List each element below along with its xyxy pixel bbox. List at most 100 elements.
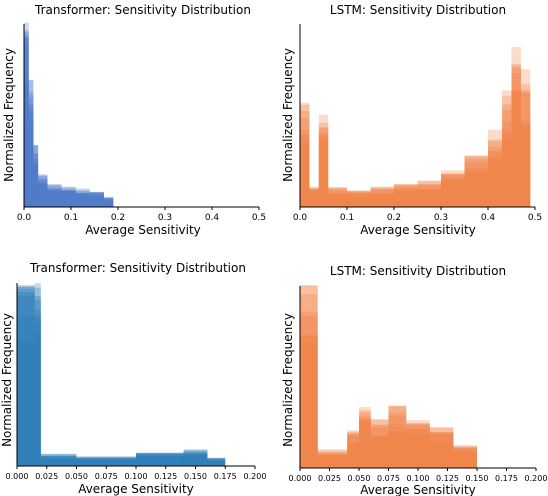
histogram-series [300, 335, 477, 468]
histogram-bar [17, 295, 35, 466]
histogram-bar [28, 121, 34, 207]
histogram-bar [511, 90, 521, 207]
histogram-bar [300, 285, 318, 468]
histogram-series [17, 288, 226, 466]
histogram-bar [488, 129, 503, 207]
histogram-bar [370, 193, 394, 207]
histogram-bar [370, 186, 394, 207]
histogram-bar [33, 144, 39, 207]
histogram-bar [47, 184, 62, 207]
histogram-series [24, 45, 114, 208]
histogram-bar [453, 445, 477, 468]
histogram-bar [61, 190, 76, 207]
x-tick-label: 0.125 [154, 472, 177, 481]
histogram-bar [38, 178, 48, 207]
x-axis-label: Average Sensitivity [360, 223, 476, 237]
histogram-bar [76, 457, 136, 466]
x-ticks: 0.000 0.025 0.050 0.075 0.100 0.125 0.150 0.175… [289, 468, 547, 483]
histogram-bar [370, 425, 389, 468]
histogram-bar [28, 104, 34, 207]
histogram-bar [33, 145, 39, 207]
histogram-bar [388, 424, 407, 468]
histogram-series [17, 283, 226, 466]
histogram-series [300, 73, 531, 207]
histogram-bar [502, 133, 512, 207]
histogram-bar [76, 457, 136, 466]
histogram-bar [40, 458, 77, 466]
histogram-bar [406, 424, 430, 468]
histogram-bar [453, 451, 477, 468]
histogram-bar [183, 453, 208, 466]
histogram-bar [441, 178, 465, 207]
histogram-bar [347, 442, 359, 468]
histogram-bar [511, 73, 521, 207]
histogram-bar [502, 90, 512, 207]
x-tick-label: 0.5 [252, 213, 266, 223]
histogram-bar [502, 128, 512, 207]
histogram-bar [33, 159, 39, 207]
histogram-bar [38, 183, 48, 207]
histogram-bar [453, 445, 477, 468]
histogram-bar [429, 432, 454, 468]
histogram-bar [394, 184, 418, 207]
histogram-bar [417, 188, 441, 207]
histogram-bar [429, 442, 454, 468]
histogram-bar [207, 458, 226, 466]
histogram-bar [417, 184, 441, 207]
x-tick-label: 0.0 [17, 213, 32, 223]
x-tick-label: 0.150 [184, 472, 207, 481]
histogram-bar [17, 289, 35, 466]
histogram-bar [28, 114, 34, 207]
histogram-bar [347, 430, 359, 468]
histogram-bar [38, 175, 48, 207]
histogram-bar [75, 191, 90, 207]
histogram-bar [76, 457, 136, 466]
histogram-bar [75, 193, 90, 207]
histogram-bar [520, 126, 531, 207]
histogram-bar [441, 173, 465, 207]
x-tick-label: 0.175 [495, 474, 518, 483]
histogram-bar [441, 175, 465, 207]
x-axis-label: Average Sensitivity [78, 482, 194, 496]
histogram-bar [24, 22, 29, 207]
x-tick-label: 0.025 [35, 472, 58, 481]
histogram-bar [370, 193, 394, 207]
histogram-bar [40, 458, 77, 466]
histogram-bar [417, 189, 441, 207]
x-tick-label: 0.5 [528, 213, 542, 223]
histogram-bar [300, 294, 318, 468]
histogram-bar [388, 406, 407, 468]
x-axis-label: Average Sensitivity [85, 223, 201, 237]
histogram-bar [328, 188, 347, 207]
histogram-bar [488, 157, 503, 207]
histogram-bar [464, 155, 488, 207]
histogram-bar [103, 200, 114, 207]
histogram-bar [347, 192, 371, 207]
histogram-bar [75, 190, 90, 207]
histogram-bar [24, 37, 29, 207]
histogram-bar [511, 67, 521, 208]
histogram-bar [520, 92, 531, 207]
histogram-bar [207, 457, 226, 466]
histogram-bar [453, 448, 477, 468]
histogram-bar [24, 35, 29, 207]
histogram-series [300, 90, 531, 207]
histogram-bar [347, 196, 371, 207]
histogram-bar [24, 30, 29, 207]
histogram-bar [40, 455, 77, 466]
histogram-bar [28, 79, 34, 207]
histogram-series [300, 90, 531, 207]
histogram-bar [370, 189, 394, 207]
histogram-bar [370, 424, 389, 468]
histogram-bar [75, 188, 90, 207]
plot-area [300, 46, 531, 208]
histogram-series [17, 286, 226, 466]
y-axis-label: Normalized Frequency [281, 48, 295, 182]
histogram-bar [464, 167, 488, 207]
histogram-bar [502, 121, 512, 207]
plot-area [300, 285, 477, 468]
histogram-bar [406, 428, 430, 468]
histogram-bar [318, 114, 329, 207]
histogram-bar [47, 184, 62, 207]
histogram-series [24, 22, 114, 207]
